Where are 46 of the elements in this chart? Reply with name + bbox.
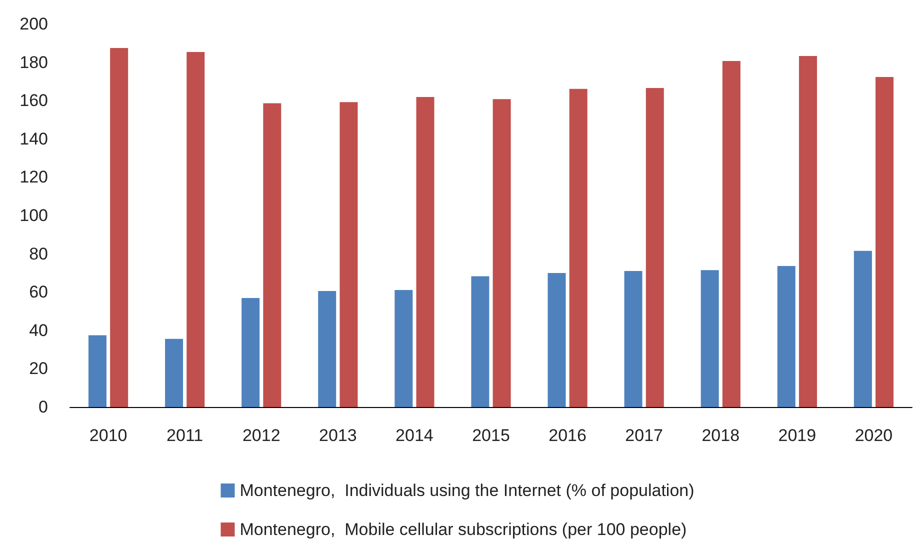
legend-label: Montenegro, Individuals using the Internet (% of population) <box>240 481 694 500</box>
x-tick-label: 2016 <box>548 426 586 445</box>
x-tick-label: 2015 <box>472 426 510 445</box>
bar <box>548 272 566 407</box>
y-tick-label: 60 <box>29 282 48 302</box>
x-tick-label: 2011 <box>166 426 204 445</box>
bar <box>624 271 642 407</box>
bar <box>471 276 490 407</box>
y-tick-label: 180 <box>20 52 48 72</box>
bar <box>165 338 184 407</box>
bar <box>854 250 872 407</box>
bar <box>777 266 796 407</box>
bar <box>242 298 260 407</box>
x-tick-label: 2020 <box>854 426 893 445</box>
y-tick-label: 0 <box>38 398 48 416</box>
bar <box>416 96 434 407</box>
y-tick-label: 80 <box>29 244 48 264</box>
bar <box>263 103 282 407</box>
bar <box>876 77 894 407</box>
bar <box>110 48 128 407</box>
x-tick-label: 2018 <box>702 426 740 445</box>
y-tick-label: 200 <box>20 14 48 34</box>
x-tick-label: 2014 <box>396 426 434 445</box>
y-tick-label: 20 <box>29 359 48 378</box>
bar <box>340 102 358 407</box>
bar <box>88 335 106 407</box>
bar <box>318 290 336 407</box>
legend-label: Montenegro, Mobile cellular subscriptions (per 100 people) <box>240 520 687 539</box>
bar <box>186 52 205 407</box>
bar <box>492 99 511 407</box>
bar <box>646 88 664 407</box>
x-tick-label: 2019 <box>778 426 816 445</box>
y-tick-label: 40 <box>29 320 48 340</box>
bar <box>394 290 413 407</box>
y-tick-label: 120 <box>20 168 48 187</box>
bar <box>722 60 740 407</box>
bar <box>798 56 817 407</box>
x-tick-label: 2012 <box>242 426 280 445</box>
x-tick-label: 2013 <box>318 426 357 445</box>
y-tick-label: 140 <box>20 129 48 148</box>
y-tick-label: 160 <box>20 91 48 110</box>
bar <box>700 270 719 407</box>
x-tick-label: 2010 <box>89 426 128 445</box>
y-tick-label: 100 <box>20 206 48 225</box>
bar <box>569 88 588 407</box>
x-tick-label: 2017 <box>625 426 664 445</box>
